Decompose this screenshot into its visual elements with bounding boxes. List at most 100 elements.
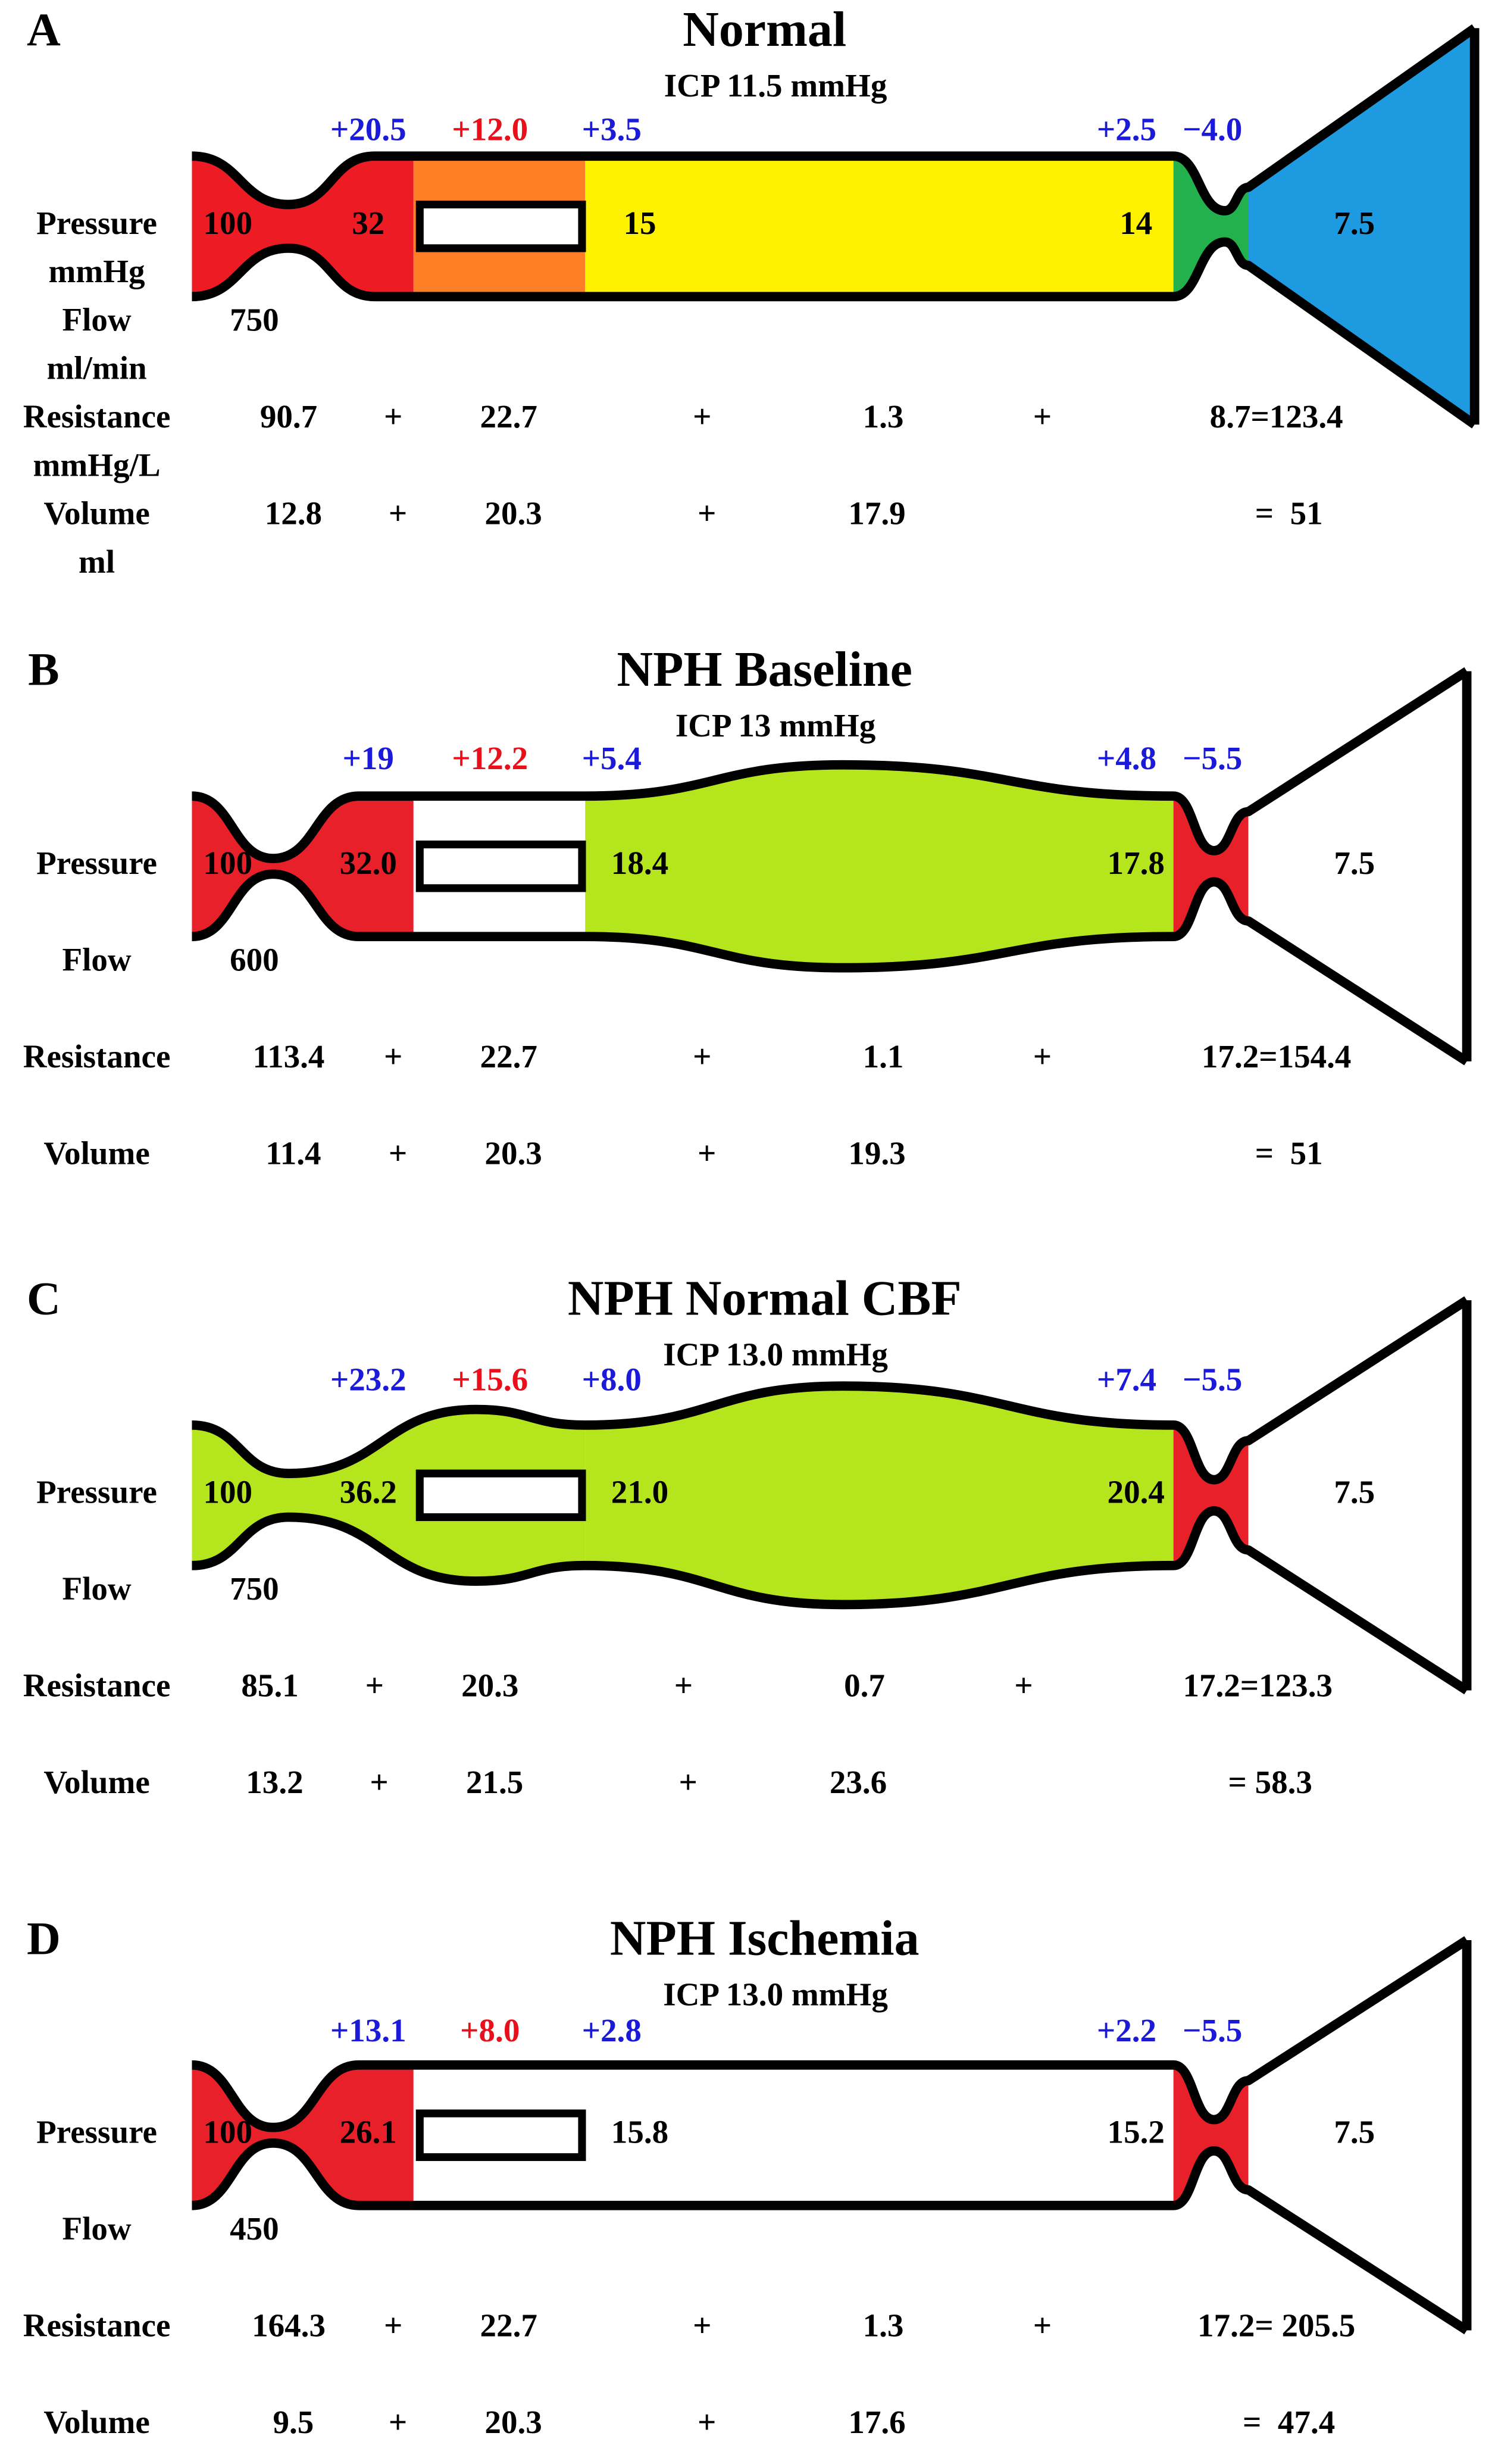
pressure-drop: +15.6 xyxy=(452,1361,528,1398)
panel-letter: C xyxy=(27,1273,61,1325)
resistance-item: + xyxy=(384,398,402,435)
row-label: Pressure xyxy=(36,1473,157,1510)
vessel-segment xyxy=(1248,671,1467,1061)
panel-title: NPH Baseline xyxy=(617,642,912,697)
panel-letter: D xyxy=(27,1913,61,1965)
vessel-segment xyxy=(1248,28,1475,425)
pressure-value: 32.0 xyxy=(340,845,397,881)
panel: C NPH Normal CBF ICP 13.0 mmHg +23.2 +15.6 +8… xyxy=(23,1271,1472,1800)
row-label: Resistance xyxy=(23,1038,171,1075)
vessel-outline xyxy=(191,1936,1469,2132)
pressure-value: 26.1 xyxy=(340,2113,397,2150)
pressure-value: 15.8 xyxy=(611,2113,668,2150)
vessel-segment xyxy=(585,156,1174,297)
volume-item: + xyxy=(389,495,407,532)
vessel-segment xyxy=(192,2065,414,2206)
panel: B NPH Baseline ICP 13 mmHg +19 +12.2 +5.4 +4.8… xyxy=(23,642,1472,1172)
pressure-drop: −5.5 xyxy=(1183,1361,1242,1398)
icp-label: ICP 13.0 mmHg xyxy=(663,1336,888,1373)
resistance-item: 1.3 xyxy=(863,2307,904,2344)
pressure-drop: +8.0 xyxy=(460,2012,520,2048)
row-label: Resistance xyxy=(23,2307,171,2344)
resistance-item: + xyxy=(384,2307,402,2344)
pressure-drop: +2.5 xyxy=(1097,111,1156,148)
panel: A Normal ICP 11.5 mmHg +20.5 +12.0 +3.5 +2.5 −4… xyxy=(23,2,1480,580)
pressure-drop: +4.8 xyxy=(1097,740,1156,776)
pressure-value: 32 xyxy=(352,205,384,241)
volume-item: 19.3 xyxy=(848,1135,905,1172)
pressure-drop: +23.2 xyxy=(330,1361,406,1398)
flow-value: 750 xyxy=(230,301,279,338)
row-label: Flow xyxy=(62,941,131,978)
volume-item: + xyxy=(698,495,716,532)
capillary-box xyxy=(415,1469,586,1522)
resistance-item: 20.3 xyxy=(461,1667,518,1704)
pressure-drop: +3.5 xyxy=(582,111,642,148)
resistance-item: + xyxy=(693,398,711,435)
pressure-value: 100 xyxy=(204,1473,253,1510)
pressure-value: 15.2 xyxy=(1108,2113,1165,2150)
resistance-item: 1.3 xyxy=(863,398,904,435)
row-label: Flow xyxy=(62,1570,131,1607)
volume-item: + xyxy=(370,1764,388,1800)
resistance-item: + xyxy=(693,2307,711,2344)
row-label: Flow xyxy=(62,301,131,338)
pressure-value: 100 xyxy=(204,845,253,881)
resistance-item: 90.7 xyxy=(260,398,317,435)
pressure-drop: +12.2 xyxy=(452,740,528,776)
row-label: Pressure xyxy=(36,2113,157,2150)
row-label: ml/min xyxy=(46,350,146,386)
row-label: mmHg/L xyxy=(33,446,161,483)
resistance-item: 1.1 xyxy=(863,1038,904,1075)
pressure-value: 17.8 xyxy=(1108,845,1165,881)
pressure-drop: +7.4 xyxy=(1097,1361,1156,1398)
pressure-value: 14 xyxy=(1119,205,1152,241)
flow-value: 450 xyxy=(230,2210,279,2247)
pressure-value: 100 xyxy=(204,2113,253,2150)
capillary-box xyxy=(415,200,586,252)
flow-value: 600 xyxy=(230,941,279,978)
vessel-segment xyxy=(1248,1940,1467,2331)
pressure-value: 7.5 xyxy=(1334,2113,1375,2150)
row-label: Flow xyxy=(62,2210,131,2247)
resistance-item: 17.2=154.4 xyxy=(1202,1038,1352,1075)
pressure-value: 15 xyxy=(623,205,656,241)
resistance-item: 17.2= 205.5 xyxy=(1197,2307,1355,2344)
volume-item: 9.5 xyxy=(273,2404,314,2440)
icp-label: ICP 11.5 mmHg xyxy=(664,67,887,104)
volume-item: = 58.3 xyxy=(1228,1764,1312,1800)
row-label: Resistance xyxy=(23,1667,171,1704)
panel-title: Normal xyxy=(683,2,846,57)
volume-item: 20.3 xyxy=(484,1135,542,1172)
volume-item: 20.3 xyxy=(484,2404,542,2440)
volume-item: 17.9 xyxy=(848,495,905,532)
pressure-value: 36.2 xyxy=(340,1473,397,1510)
row-label: Volume xyxy=(43,495,149,532)
vessel-outline xyxy=(191,667,1469,863)
panel-letter: B xyxy=(28,644,59,696)
vessel-outline xyxy=(192,24,1478,216)
panel-title: NPH Ischemia xyxy=(610,1911,920,1966)
volume-item: + xyxy=(389,2404,407,2440)
volume-item: 21.5 xyxy=(466,1764,523,1800)
volume-item: 13.2 xyxy=(246,1764,303,1800)
vessel-outline xyxy=(192,1296,1469,1485)
resistance-item: 113.4 xyxy=(253,1038,325,1075)
resistance-item: + xyxy=(384,1038,402,1075)
resistance-item: 22.7 xyxy=(480,2307,537,2344)
pressure-drop: −5.5 xyxy=(1183,740,1242,776)
pressure-drop: +20.5 xyxy=(330,111,406,148)
pressure-value: 20.4 xyxy=(1108,1473,1165,1510)
resistance-item: + xyxy=(1033,398,1052,435)
row-label: mmHg xyxy=(49,253,145,289)
pressure-drop: +2.8 xyxy=(582,2012,642,2048)
vessel-segment xyxy=(1173,156,1249,297)
volume-item: 20.3 xyxy=(484,495,542,532)
vessel-segment xyxy=(585,2065,1174,2206)
resistance-item: + xyxy=(365,1667,384,1704)
volume-item: = 47.4 xyxy=(1243,2404,1335,2440)
volume-item: + xyxy=(679,1764,698,1800)
vessel-segment xyxy=(192,796,414,937)
resistance-item: 22.7 xyxy=(480,1038,537,1075)
